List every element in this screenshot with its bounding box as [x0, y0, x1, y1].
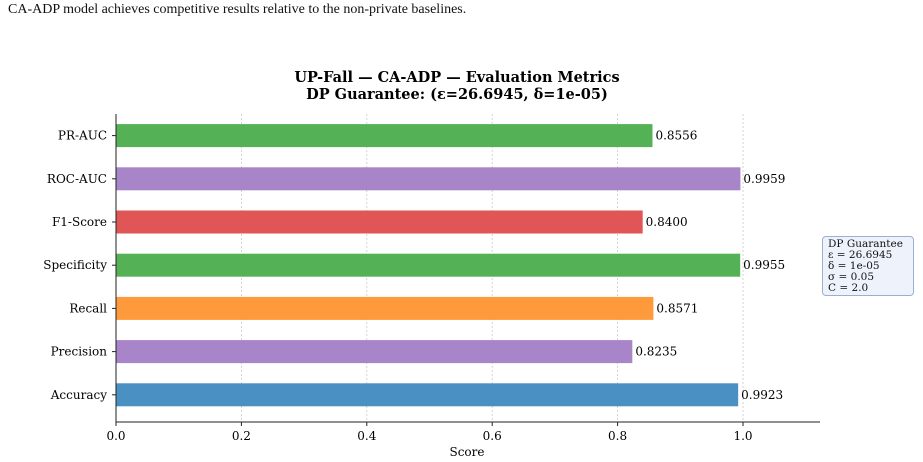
bar [116, 296, 654, 320]
bar [116, 253, 741, 277]
bar-value-label: 0.9923 [741, 388, 783, 402]
bar-value-label: 0.9955 [743, 258, 785, 272]
category-label: Recall [69, 301, 107, 315]
bar [116, 210, 643, 234]
bar-value-label: 0.8400 [646, 215, 688, 229]
annotation-line: ε = 26.6945 [828, 249, 893, 261]
x-ticks-group: 0.0 0.2 0.4 0.6 0.8 1.0 [106, 422, 753, 443]
bar [116, 124, 653, 148]
x-axis-label: Score [449, 445, 484, 459]
category-label: Precision [51, 345, 108, 359]
x-tick-label: 1.0 [733, 429, 752, 443]
annotation-line: C = 2.0 [828, 282, 869, 294]
bar-value-label: 0.8571 [656, 301, 698, 315]
annotation-line: σ = 0.05 [828, 271, 875, 283]
category-label: Specificity [43, 258, 107, 272]
bar-value-label: 0.9959 [743, 172, 785, 186]
chart-subtitle: DP Guarantee: (ε=26.6945, δ=1e-05) [306, 86, 608, 103]
category-label: PR-AUC [58, 129, 107, 143]
bar [116, 383, 739, 407]
dp-guarantee-annotation: DP Guarantee ε = 26.6945 δ = 1e-05 σ = 0… [822, 236, 914, 296]
category-label: Accuracy [50, 388, 107, 402]
category-label: ROC-AUC [47, 172, 107, 186]
value-labels-group: 0.8556 0.9959 0.8400 0.9955 0.8571 0.8235 0.99… [635, 129, 785, 402]
bar [116, 340, 633, 364]
bar-value-label: 0.8235 [635, 345, 677, 359]
x-tick-label: 0.6 [483, 429, 502, 443]
category-label: F1-Score [52, 215, 107, 229]
x-tick-label: 0.0 [106, 429, 125, 443]
bars-group [116, 124, 741, 407]
x-tick-label: 0.2 [232, 429, 251, 443]
category-labels-group: PR-AUC ROC-AUC F1-Score Specificity Recall Pr… [43, 129, 116, 402]
x-tick-label: 0.4 [357, 429, 376, 443]
annotation-line: DP Guarantee [828, 238, 903, 250]
x-tick-label: 0.8 [608, 429, 627, 443]
chart-title: UP-Fall — CA-ADP — Evaluation Metrics [294, 69, 619, 86]
bar [116, 167, 741, 191]
bar-value-label: 0.8556 [655, 129, 697, 143]
figure-caption: CA-ADP model achieves competitive result… [8, 2, 467, 17]
annotation-line: δ = 1e-05 [828, 260, 880, 272]
